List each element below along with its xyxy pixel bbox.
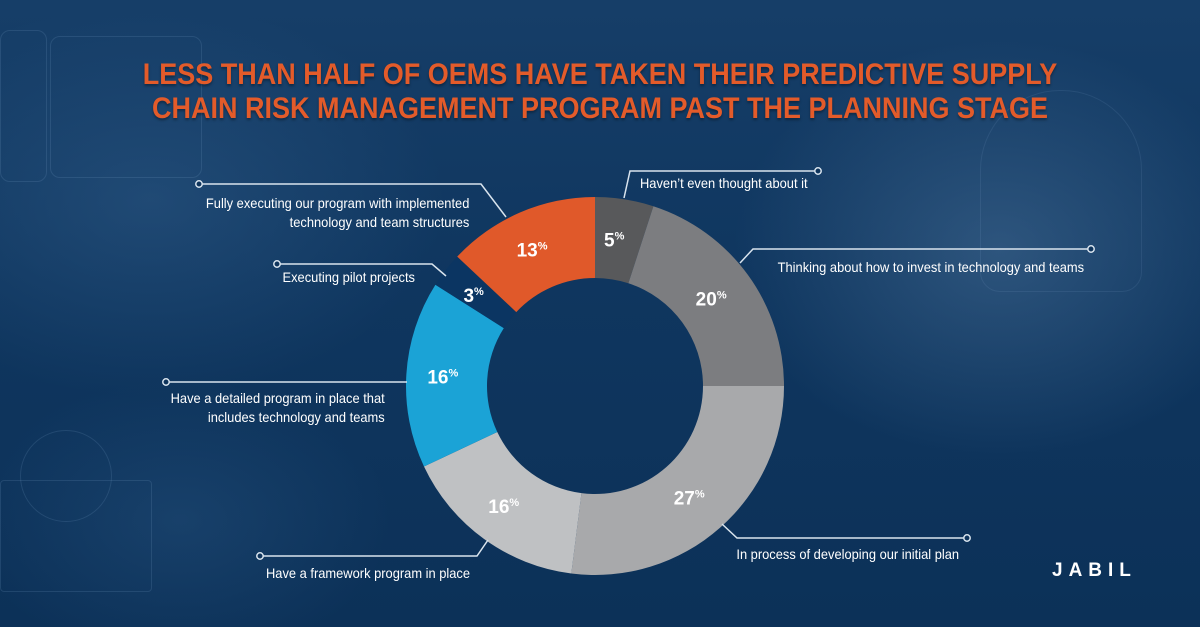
label-executing-pilot: Executing pilot projects [283,268,415,287]
callout-line-thinking [739,248,1091,264]
label-not-thought-text: Haven’t even thought about it [640,175,808,191]
label-developing-text: In process of developing our initial pla… [736,546,959,562]
label-developing: In process of developing our initial pla… [736,545,959,564]
slice-value-percent-sign: % [474,286,484,298]
callout-line-not-thought [623,170,818,199]
donut-slice-5 [435,256,517,329]
label-detailed-program: Have a detailed program in place that in… [171,389,385,427]
label-framework-program: Have a framework program in place [266,564,470,583]
slice-value-label-0: 5% [604,230,625,251]
callout-dot-thinking [1087,245,1095,253]
callout-dot-fully [195,180,203,188]
label-detailed-line-1: Have a detailed program in place that [170,390,385,406]
slice-value-label-4: 16% [427,368,458,389]
label-not-thought: Haven’t even thought about it [640,174,808,193]
jabil-logo: JABIL [1052,560,1137,581]
donut-slices [406,197,784,576]
title-line-1: LESS THAN HALF OF OEMS HAVE TAKEN THEIR … [142,58,1058,91]
slice-value-number: 5 [604,230,615,251]
callout-line-framework [260,539,489,557]
slice-value-percent-sign: % [717,290,727,302]
slice-value-label-5: 3% [463,286,484,307]
slice-value-number: 16 [488,497,509,518]
donut-slice-0 [595,197,654,284]
slice-value-percent-sign: % [615,230,625,242]
label-thinking: Thinking about how to invest in technolo… [778,258,1084,277]
slice-value-label-6: 13% [517,241,548,262]
decorative-panel [50,36,202,178]
label-fully-executing-line-2: technology and team structures [289,214,469,230]
donut-slice-2 [571,386,784,576]
slice-value-number: 13 [517,241,538,262]
donut-slice-1 [628,206,784,386]
donut-slice-3 [423,431,582,574]
slice-value-label-1: 20% [696,290,727,311]
decorative-circle [20,430,112,522]
slice-labels: 5%20%27%16%16%3%13% [427,230,726,518]
slice-value-percent-sign: % [538,241,548,253]
slice-value-label-2: 27% [674,488,705,509]
callout-lines [162,167,1095,560]
donut-slice-6 [457,197,595,313]
label-framework-text: Have a framework program in place [266,565,471,581]
label-executing-pilot-text: Executing pilot projects [282,269,415,285]
label-fully-executing-line-1: Fully executing our program with impleme… [205,195,469,211]
callout-line-pilot [277,263,447,277]
title-line-2: CHAIN RISK MANAGEMENT PROGRAM PAST THE P… [151,92,1049,125]
slice-value-number: 27 [674,488,695,509]
slice-value-number: 3 [463,286,474,307]
slice-value-number: 16 [427,368,448,389]
decorative-panel [0,30,47,182]
slice-value-number: 20 [696,290,717,311]
slice-value-label-3: 16% [488,497,519,518]
decorative-circle [980,90,1142,292]
label-thinking-text: Thinking about how to invest in technolo… [777,259,1084,275]
callout-line-fully [199,183,507,218]
page-title: LESS THAN HALF OF OEMS HAVE TAKEN THEIR … [60,58,1140,126]
callout-dot-not-thought [814,167,822,175]
callout-dot-pilot [273,260,281,268]
callout-line-developing [721,523,967,539]
slice-value-percent-sign: % [448,368,458,380]
callout-dot-detailed [162,378,170,386]
callout-dot-framework [256,552,264,560]
slice-value-percent-sign: % [695,488,705,500]
callout-dot-developing [963,534,971,542]
donut-slice-4 [406,284,504,467]
label-detailed-line-2: includes technology and teams [208,409,385,425]
label-fully-executing: Fully executing our program with impleme… [206,194,469,232]
slice-value-percent-sign: % [509,497,519,509]
